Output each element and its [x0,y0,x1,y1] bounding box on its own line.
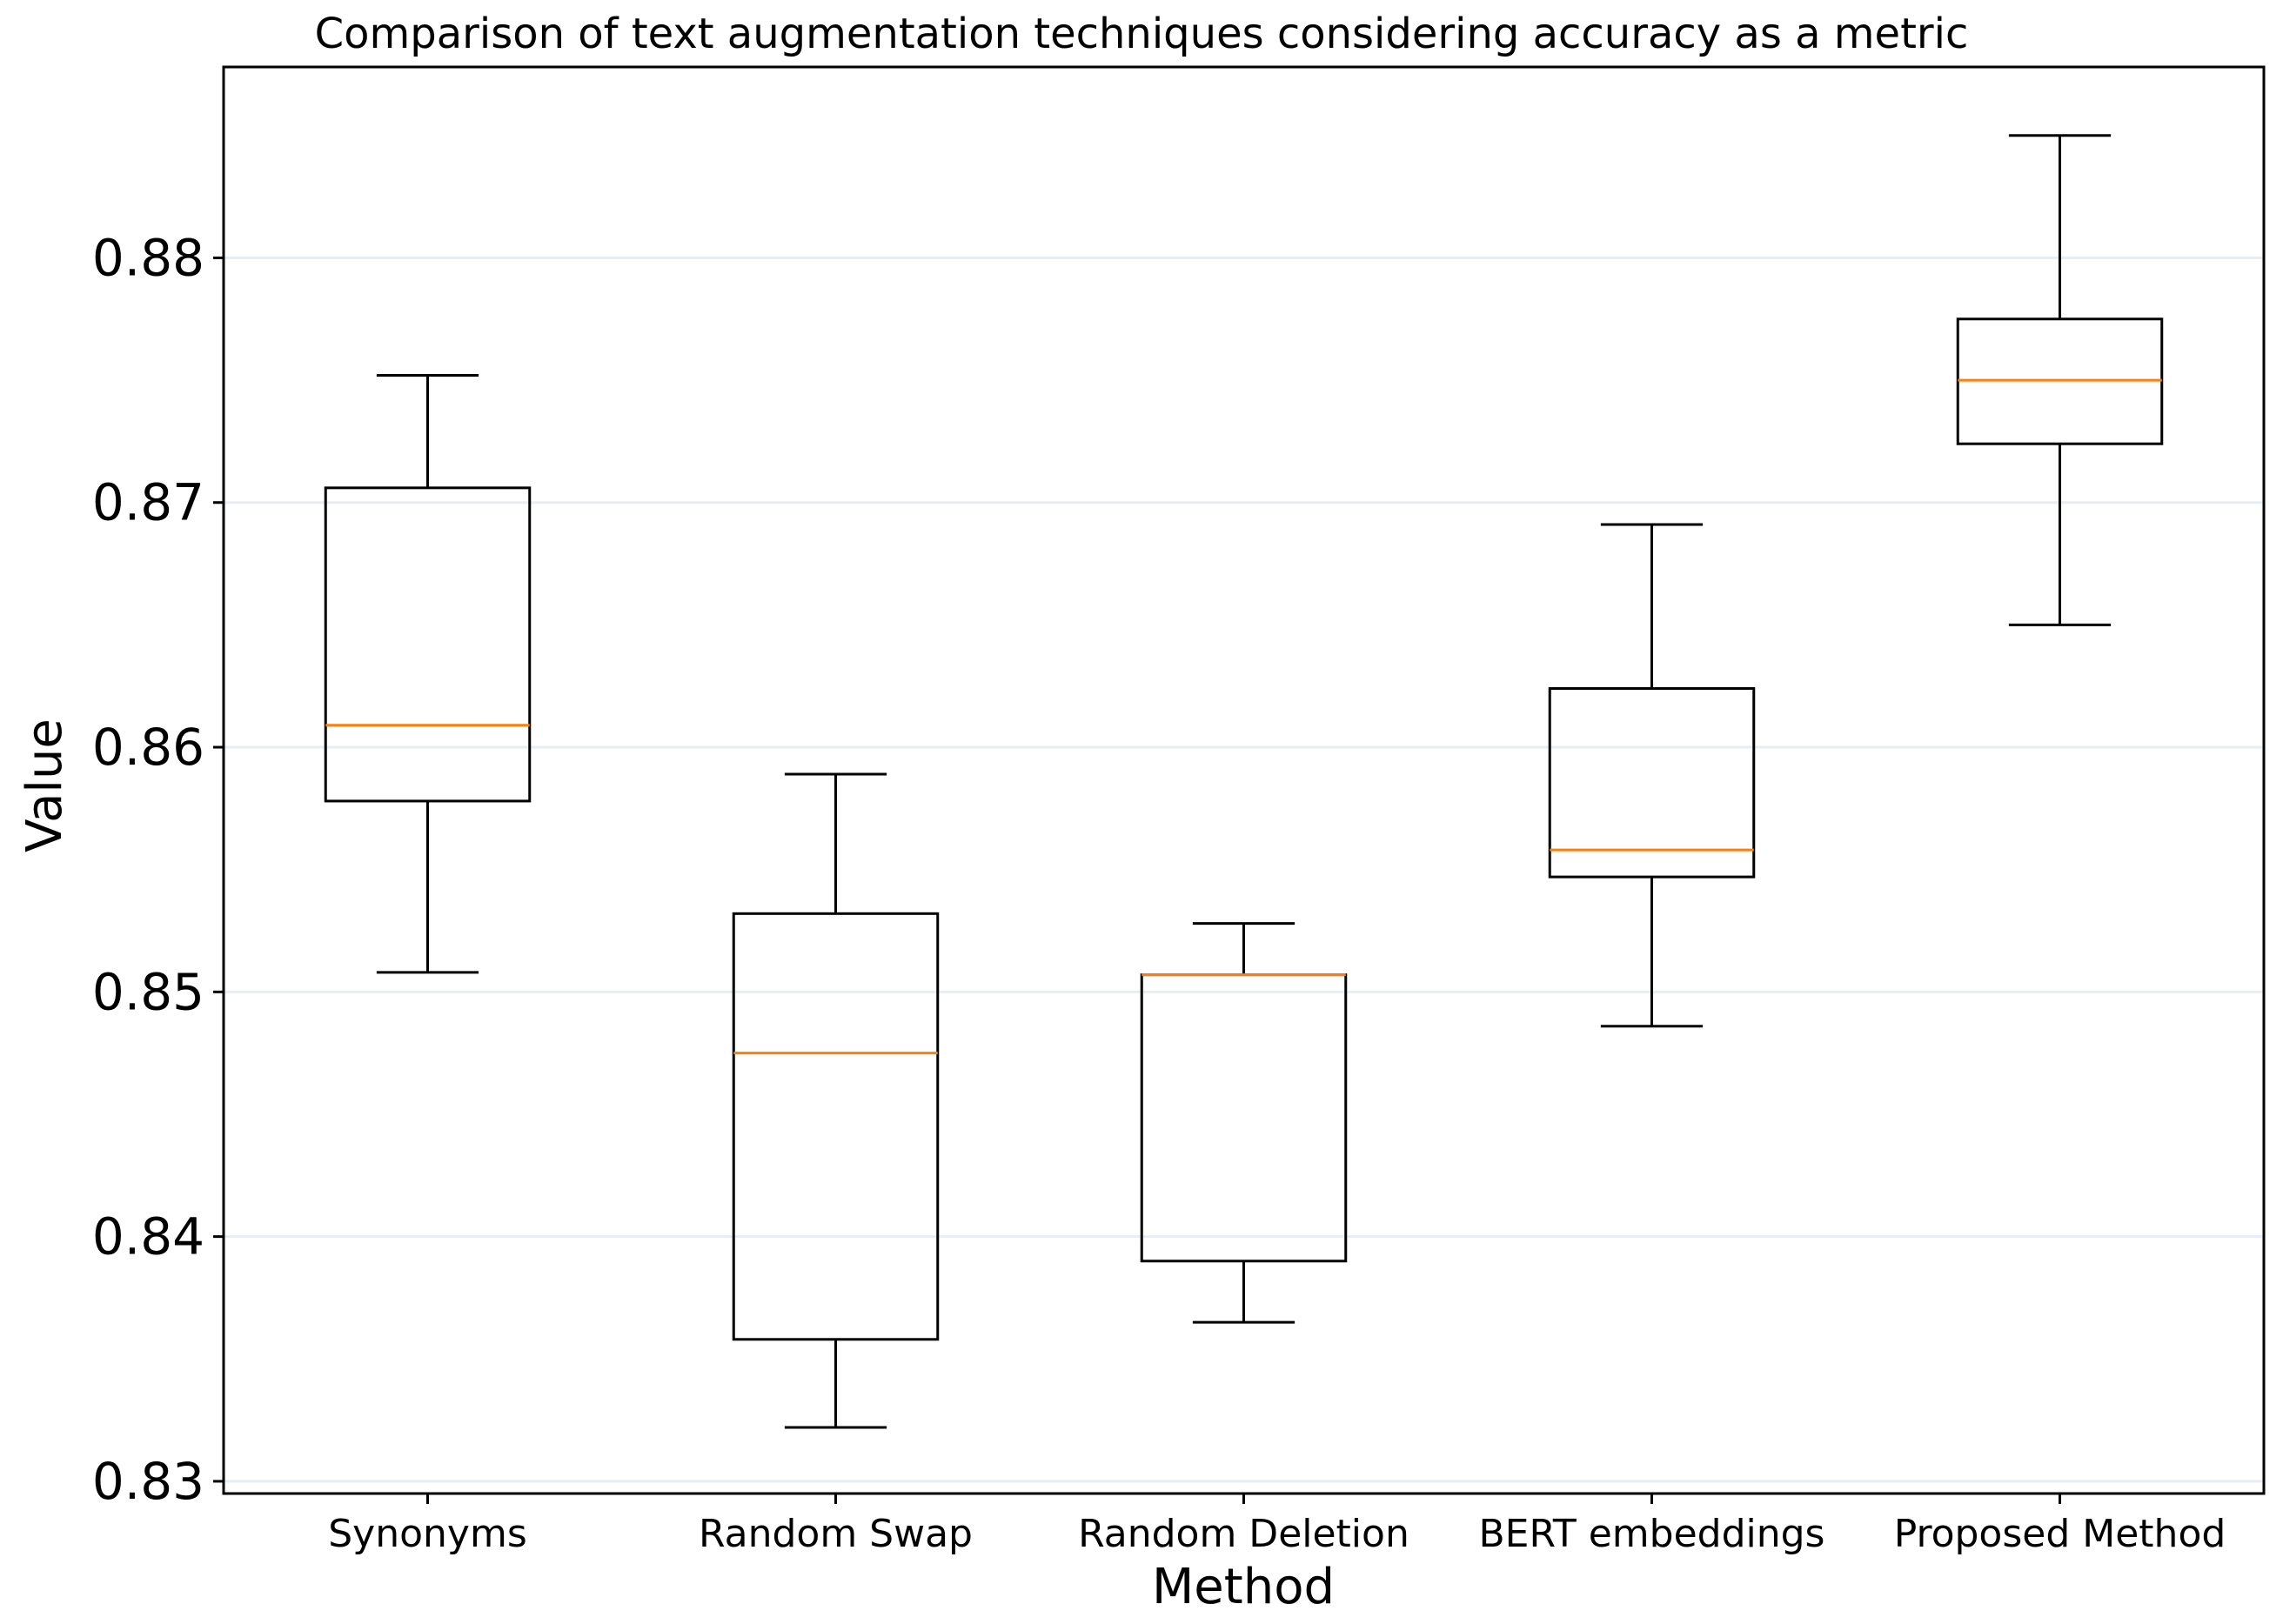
x-tick-label: BERT embeddings [1479,1512,1825,1556]
y-tick-label: 0.86 [92,718,204,777]
box-iqr [1548,687,1756,879]
x-tick-label: Random Deletion [1078,1512,1409,1556]
y-tick-label: 0.85 [92,962,204,1021]
y-tick-label: 0.88 [92,228,204,287]
x-axis-label: Method [1152,1559,1335,1615]
box-group [324,373,532,974]
chart-title: Comparison of text augmentation techniqu… [315,10,1969,58]
x-axis-ticks: Synonyms Random Swap Random Deletion BERT e… [328,1494,2226,1556]
box-group [732,772,940,1429]
box-group [1548,523,1756,1028]
y-tick-label: 0.83 [92,1452,204,1511]
boxes [324,134,2164,1429]
y-tick-label: 0.84 [92,1207,204,1266]
x-tick-label: Random Swap [699,1512,973,1556]
x-tick-label: Synonyms [328,1512,527,1556]
box-group [1956,134,2164,626]
grid-lines [224,256,2264,1483]
box-iqr [324,486,532,803]
x-tick-label: Proposed Method [1894,1512,2226,1556]
box-group [1140,922,1348,1324]
y-axis-ticks: 0.83 0.84 0.85 0.86 0.87 0.88 [92,228,224,1511]
y-tick-label: 0.87 [92,473,204,532]
y-axis-label: Value [17,718,73,852]
box-iqr [732,912,940,1341]
